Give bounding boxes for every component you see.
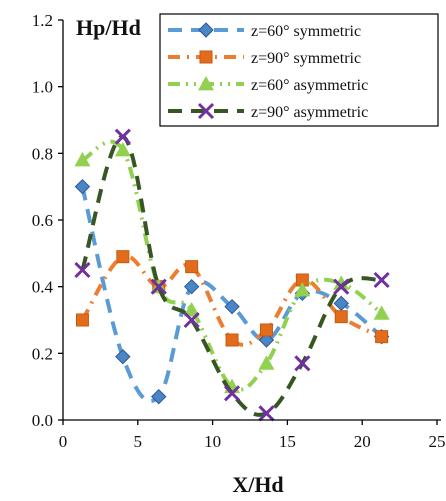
- series-4-point-7: [294, 355, 311, 372]
- series-3-point-7: [294, 282, 311, 297]
- series-1-point-3: [151, 388, 167, 405]
- series-2-point-6: [259, 323, 273, 337]
- legend-marker-3: [198, 76, 214, 91]
- y-tick-label: 0.2: [32, 344, 53, 363]
- series-3-point-6: [258, 355, 275, 370]
- series-line-1: [80, 186, 383, 404]
- y-tick-label: 1.0: [32, 78, 53, 97]
- legend-marker-2: [199, 50, 213, 64]
- x-tick-label: 15: [279, 432, 296, 451]
- series-2-point-1: [75, 313, 89, 327]
- series-2-point-5: [225, 333, 239, 347]
- legend-marker-4: [197, 102, 215, 120]
- series-3-point-2: [114, 142, 131, 157]
- series-2-point-4: [185, 260, 199, 274]
- series-1-point-4: [183, 278, 200, 295]
- series-3-point-1: [74, 152, 91, 167]
- series-4-point-5: [223, 385, 241, 402]
- series-4-point-9: [373, 271, 390, 289]
- series-4-point-6: [258, 405, 275, 422]
- legend-label-1: z=60° symmetric: [251, 23, 361, 40]
- series-line-3: [81, 139, 383, 392]
- plot-area: [74, 128, 390, 422]
- y-axis-title: Hp/Hd: [76, 15, 141, 40]
- series-line-2: [80, 254, 383, 347]
- series-3-point-9: [373, 305, 390, 320]
- y-tick-label: 0.8: [32, 144, 53, 163]
- x-axis-title: X/Hd: [232, 472, 283, 497]
- series-1-point-2: [115, 348, 131, 365]
- axes: 0.0 0.2 0.4 0.6 0.8 1.0 1.2 0 5 10 15 20 25 X/Hd Hp/Hd: [32, 11, 446, 497]
- x-tick-label: 20: [354, 432, 371, 451]
- y-tick-label: 0.6: [32, 211, 53, 230]
- y-tick-label: 0.0: [32, 411, 53, 430]
- legend-label-3: z=60° asymmetric: [251, 77, 368, 94]
- legend-label-4: z=90° asymmetric: [251, 104, 368, 121]
- x-tick-label: 0: [59, 432, 68, 451]
- y-tick-label: 1.2: [32, 11, 53, 30]
- series-4-point-2: [114, 128, 131, 145]
- series-2-point-8: [334, 310, 348, 324]
- legend-marker-1: [198, 22, 214, 38]
- legend-label-2: z=90° symmetric: [251, 50, 361, 67]
- series-2-point-9: [375, 330, 389, 344]
- series-4-point-4: [183, 311, 200, 329]
- series-4-point-3: [150, 278, 167, 295]
- series-1-point-1: [74, 178, 91, 195]
- x-tick-label: 25: [429, 432, 446, 451]
- y-tick-label: 0.4: [32, 278, 54, 297]
- x-tick-label: 5: [134, 432, 143, 451]
- series-3-point-4: [183, 302, 200, 317]
- series-4-point-1: [74, 261, 91, 279]
- legend: z=60° symmetric z=90° symmetric z=60° asym…: [159, 13, 439, 127]
- series-4-point-8: [333, 278, 350, 295]
- series-1-point-5: [224, 298, 240, 315]
- series-3-point-8: [333, 275, 350, 290]
- series-2-point-2: [116, 250, 130, 264]
- x-tick-label: 10: [204, 432, 221, 451]
